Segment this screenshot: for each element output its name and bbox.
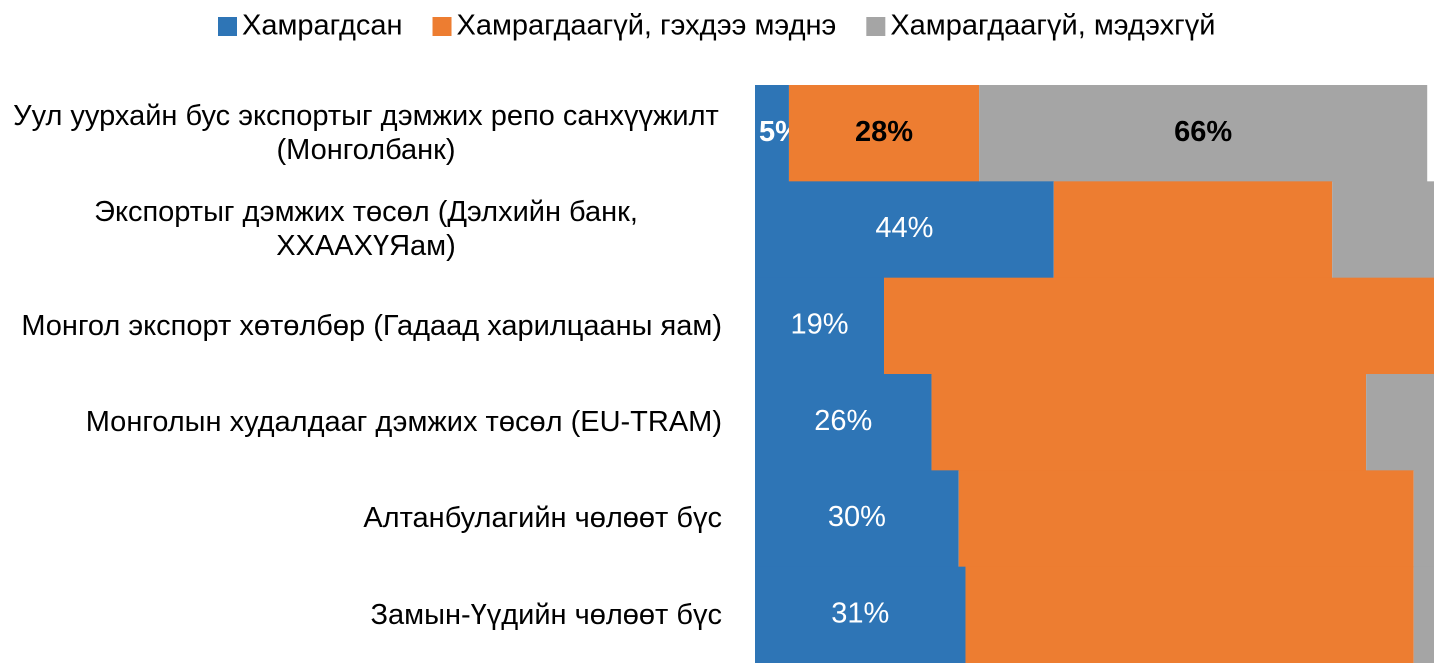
- value-label: 44%: [875, 212, 933, 244]
- bar-segment: [965, 566, 1414, 663]
- category-label-box: Монголын худалдааг дэмжих төсөл (EU-TRAM…: [0, 374, 722, 470]
- value-label: 30%: [828, 501, 886, 533]
- bar-segment: [979, 85, 1428, 182]
- bar-segment: [788, 85, 980, 182]
- legend-swatch: [866, 17, 886, 36]
- category-label-box: Уул уурхайн бус экспортыг дэмжих репо са…: [0, 85, 722, 181]
- category-label: Монголын худалдааг дэмжих төсөл (EU-TRAM…: [85, 406, 722, 438]
- legend-label: Хамрагдаагүй, мэдэхгүй: [890, 10, 1215, 42]
- category-label-box: Замын-Үүдийн чөлөөт бүс: [0, 567, 722, 663]
- bar-segment: [1332, 181, 1434, 279]
- bar-segment: [958, 470, 1414, 568]
- bar-segment: [755, 277, 885, 375]
- bar-segment: [884, 277, 1434, 375]
- value-label: 19%: [790, 308, 848, 340]
- value-label: 28%: [855, 116, 913, 148]
- bar-segment: [1053, 181, 1333, 279]
- bar-segment: [1413, 470, 1434, 568]
- bar-segment: [1413, 566, 1434, 663]
- category-label-box: Алтанбулагийн чөлөөт бүс: [0, 470, 722, 566]
- legend-swatch: [432, 17, 452, 36]
- bar-segment: [755, 181, 1054, 279]
- bar-segment: [1366, 374, 1434, 471]
- category-label: Монгол экспорт хөтөлбөр (Гадаад харилцаа…: [21, 309, 722, 342]
- bar-segment: [755, 566, 966, 663]
- category-label: Алтанбулагийн чөлөөт бүс: [363, 502, 722, 535]
- legend-label: Хамрагдсан: [242, 10, 403, 42]
- bar-segment: [931, 374, 1367, 471]
- value-label: 66%: [1174, 116, 1232, 148]
- value-label: 26%: [814, 405, 872, 437]
- category-label-box: Монгол экспорт хөтөлбөр (Гадаад харилцаа…: [0, 278, 722, 374]
- category-label: Замын-Үүдийн чөлөөт бүс: [370, 598, 722, 631]
- category-label: Уул уурхайн бус экспортыг дэмжих репо са…: [13, 100, 719, 166]
- bar-segment: [755, 470, 959, 568]
- legend-label: Хамрагдаагүй, гэхдээ мэднэ: [457, 10, 837, 42]
- category-label: Экспортыг дэмжих төсөл (Дэлхийн банк, ХХ…: [94, 196, 638, 263]
- bar-segment: [755, 374, 932, 471]
- legend-swatch: [218, 17, 237, 36]
- category-label-box: Экспортыг дэмжих төсөл (Дэлхийн банк, ХХ…: [0, 181, 722, 277]
- bar-segment: [755, 85, 789, 182]
- value-label: 31%: [831, 597, 889, 629]
